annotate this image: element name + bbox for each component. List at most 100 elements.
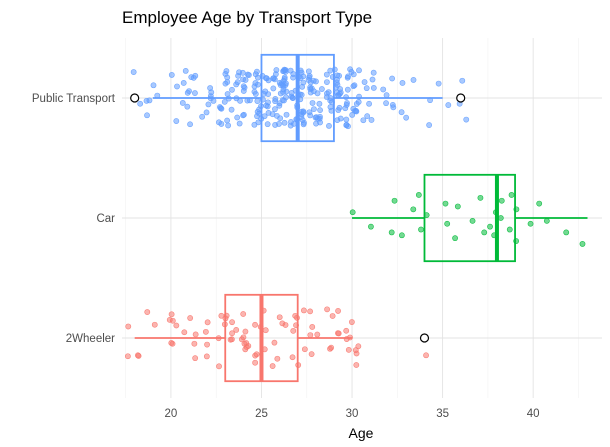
data-point bbox=[579, 241, 586, 247]
data-point bbox=[403, 114, 410, 121]
data-point bbox=[353, 108, 360, 115]
data-point bbox=[264, 121, 271, 128]
data-point bbox=[272, 106, 278, 113]
data-point bbox=[273, 67, 280, 73]
y-tick-label: Car bbox=[96, 213, 115, 225]
data-point bbox=[527, 220, 534, 227]
data-point bbox=[166, 316, 173, 323]
data-point bbox=[350, 83, 357, 90]
data-point bbox=[410, 77, 417, 83]
data-point bbox=[324, 90, 330, 97]
x-tick-label: 30 bbox=[346, 408, 359, 420]
data-point bbox=[150, 82, 157, 89]
data-point bbox=[188, 74, 195, 81]
data-point bbox=[300, 307, 307, 314]
data-point bbox=[345, 73, 351, 80]
data-point bbox=[369, 76, 376, 83]
data-point bbox=[240, 83, 247, 90]
data-point bbox=[289, 354, 296, 361]
data-point bbox=[252, 80, 259, 86]
data-point bbox=[366, 100, 372, 107]
data-point bbox=[229, 86, 235, 93]
data-point bbox=[363, 85, 370, 92]
data-point bbox=[217, 104, 223, 110]
data-point bbox=[180, 80, 187, 86]
data-point bbox=[227, 336, 234, 343]
data-point bbox=[477, 194, 484, 201]
data-point bbox=[240, 311, 247, 317]
data-point bbox=[240, 112, 246, 119]
data-point bbox=[370, 85, 377, 91]
data-point bbox=[391, 197, 398, 204]
data-point bbox=[273, 112, 280, 119]
data-point bbox=[204, 319, 211, 326]
data-point bbox=[299, 117, 306, 123]
data-point bbox=[343, 327, 350, 334]
data-point bbox=[380, 86, 387, 93]
data-point bbox=[236, 120, 243, 127]
data-point bbox=[242, 328, 249, 335]
data-point bbox=[245, 72, 252, 78]
data-point bbox=[203, 109, 210, 116]
data-point bbox=[324, 79, 330, 85]
data-point bbox=[410, 206, 417, 213]
data-point bbox=[271, 339, 278, 346]
data-point bbox=[311, 106, 317, 112]
data-point bbox=[314, 331, 321, 338]
data-point bbox=[234, 79, 241, 86]
data-point bbox=[368, 117, 375, 123]
data-point bbox=[347, 66, 354, 73]
box-2wheeler bbox=[124, 293, 430, 383]
data-point bbox=[506, 226, 513, 233]
data-point bbox=[442, 200, 449, 207]
data-point bbox=[370, 69, 377, 76]
data-point bbox=[388, 229, 395, 236]
data-point bbox=[305, 77, 312, 83]
data-point bbox=[205, 101, 212, 108]
data-point bbox=[364, 113, 371, 120]
data-point bbox=[327, 345, 333, 352]
data-point bbox=[204, 341, 210, 348]
data-point bbox=[218, 312, 225, 319]
data-point bbox=[426, 122, 433, 128]
outlier-point bbox=[130, 93, 140, 103]
boxes bbox=[124, 53, 588, 383]
data-point bbox=[290, 74, 296, 81]
data-point bbox=[317, 107, 323, 114]
data-point bbox=[192, 90, 198, 96]
data-point bbox=[398, 232, 405, 239]
data-point bbox=[350, 71, 357, 78]
data-point bbox=[272, 95, 279, 102]
data-point bbox=[459, 77, 466, 84]
data-point bbox=[144, 112, 150, 119]
data-point bbox=[274, 355, 281, 362]
y-tick-label: Public Transport bbox=[32, 93, 116, 105]
data-point bbox=[173, 118, 180, 124]
data-point bbox=[182, 67, 189, 74]
data-point bbox=[343, 121, 350, 128]
data-point bbox=[336, 104, 343, 111]
data-point bbox=[313, 114, 320, 121]
data-point bbox=[353, 101, 360, 107]
data-point bbox=[389, 101, 396, 108]
data-point bbox=[317, 119, 323, 126]
data-point bbox=[228, 106, 235, 113]
data-point bbox=[282, 322, 289, 328]
data-point bbox=[423, 352, 429, 359]
data-point bbox=[184, 103, 191, 110]
data-point bbox=[326, 123, 332, 129]
data-point bbox=[383, 100, 389, 107]
data-point bbox=[487, 223, 493, 230]
data-point bbox=[238, 336, 245, 343]
data-point bbox=[305, 68, 312, 75]
data-point bbox=[254, 113, 260, 120]
data-point bbox=[290, 327, 297, 334]
data-point bbox=[368, 223, 374, 230]
data-point bbox=[168, 340, 175, 346]
x-tick-label: 20 bbox=[165, 408, 178, 420]
data-point bbox=[298, 108, 305, 115]
data-point bbox=[353, 362, 360, 368]
data-point bbox=[435, 80, 442, 87]
data-point bbox=[452, 235, 458, 242]
data-point bbox=[262, 327, 269, 334]
